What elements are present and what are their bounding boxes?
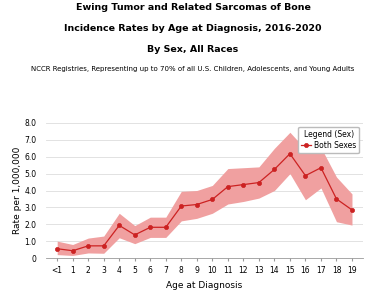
Both Sexes	[334, 197, 339, 201]
Text: By Sex, All Races: By Sex, All Races	[147, 45, 239, 54]
X-axis label: Age at Diagnosis: Age at Diagnosis	[166, 281, 243, 290]
Line: Both Sexes: Both Sexes	[55, 152, 354, 253]
Both Sexes	[70, 249, 75, 253]
Text: Incidence Rates by Age at Diagnosis, 2016-2020: Incidence Rates by Age at Diagnosis, 201…	[64, 24, 322, 33]
Both Sexes	[195, 203, 199, 206]
Both Sexes	[86, 244, 91, 248]
Legend: Both Sexes: Both Sexes	[298, 127, 359, 153]
Both Sexes	[210, 198, 215, 201]
Both Sexes	[241, 183, 245, 186]
Both Sexes	[102, 244, 106, 248]
Both Sexes	[55, 247, 59, 250]
Both Sexes	[288, 152, 292, 155]
Both Sexes	[148, 226, 152, 229]
Both Sexes	[132, 233, 137, 237]
Both Sexes	[350, 208, 354, 212]
Both Sexes	[225, 185, 230, 188]
Both Sexes	[257, 181, 261, 184]
Y-axis label: Rate per 1,000,000: Rate per 1,000,000	[13, 147, 22, 234]
Both Sexes	[272, 168, 277, 171]
Text: Ewing Tumor and Related Sarcomas of Bone: Ewing Tumor and Related Sarcomas of Bone	[76, 3, 310, 12]
Both Sexes	[164, 226, 168, 229]
Both Sexes	[318, 166, 323, 169]
Both Sexes	[117, 224, 122, 227]
Both Sexes	[179, 204, 184, 208]
Text: NCCR Registries, Representing up to 70% of all U.S. Children, Adolescents, and Y: NCCR Registries, Representing up to 70% …	[31, 66, 355, 72]
Both Sexes	[303, 174, 308, 177]
